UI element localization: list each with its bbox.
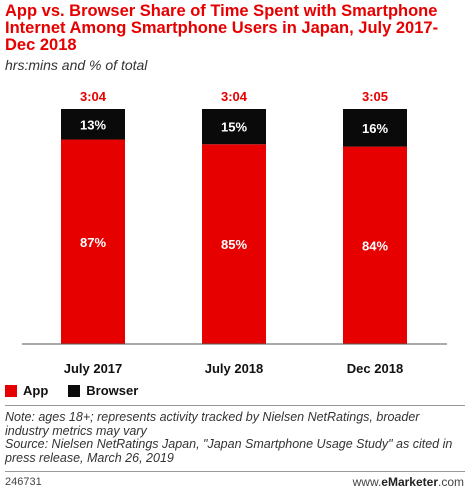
stacked-bar-chart: 87% 13% 3:04 July 2017 85% 15% 3:04 July 2018 84… <box>22 89 447 376</box>
x-tick-label-dec-2018: Dec 2018 <box>347 361 403 376</box>
note-text: Note: ages 18+; represents activity trac… <box>5 410 420 438</box>
x-tick-label-july-2017: July 2017 <box>64 361 123 376</box>
data-label-app-dec-2018: 84% <box>362 238 388 253</box>
divider-bottom <box>5 471 465 472</box>
legend-label-browser: Browser <box>86 383 139 398</box>
total-label-july-2018: 3:04 <box>221 89 248 104</box>
legend-swatch-app <box>5 384 17 397</box>
total-label-dec-2018: 3:05 <box>362 89 388 104</box>
bar-app-july-2017 <box>61 139 125 344</box>
brand-prefix: www. <box>352 475 382 489</box>
data-label-browser-july-2017: 13% <box>80 117 106 132</box>
chart-subtitle: hrs:mins and % of total <box>5 57 148 73</box>
brand-name: eMarketer <box>381 475 438 489</box>
legend-label-app: App <box>23 383 49 398</box>
bar-browser-july-2018 <box>202 109 266 145</box>
legend-item-app: App <box>5 383 48 398</box>
bar-app-july-2018 <box>202 144 266 344</box>
brand-suffix: .com <box>437 475 464 489</box>
footnotes: Note: ages 18+; represents activity trac… <box>5 410 465 465</box>
chart-title: App vs. Browser Share of Time Spent with… <box>5 2 439 54</box>
divider-top <box>5 405 465 406</box>
x-tick-label-july-2018: July 2018 <box>205 361 264 376</box>
data-label-app-july-2017: 87% <box>80 235 106 250</box>
legend-item-browser: Browser <box>68 383 138 398</box>
source-text: Source: Nielsen NetRatings Japan, "Japan… <box>5 437 453 465</box>
legend: App Browser <box>5 383 158 398</box>
bar-app-dec-2018 <box>343 146 407 344</box>
data-label-browser-july-2018: 15% <box>221 120 247 135</box>
total-label-july-2017: 3:04 <box>80 89 107 104</box>
bar-browser-july-2017 <box>61 109 125 140</box>
bar-browser-dec-2018 <box>343 109 407 147</box>
brand-link[interactable]: www.eMarketer.com <box>353 475 464 489</box>
chart-id: 246731 <box>5 476 42 488</box>
data-label-app-july-2018: 85% <box>221 237 247 252</box>
data-label-browser-dec-2018: 16% <box>362 121 388 136</box>
legend-swatch-browser <box>68 384 81 397</box>
